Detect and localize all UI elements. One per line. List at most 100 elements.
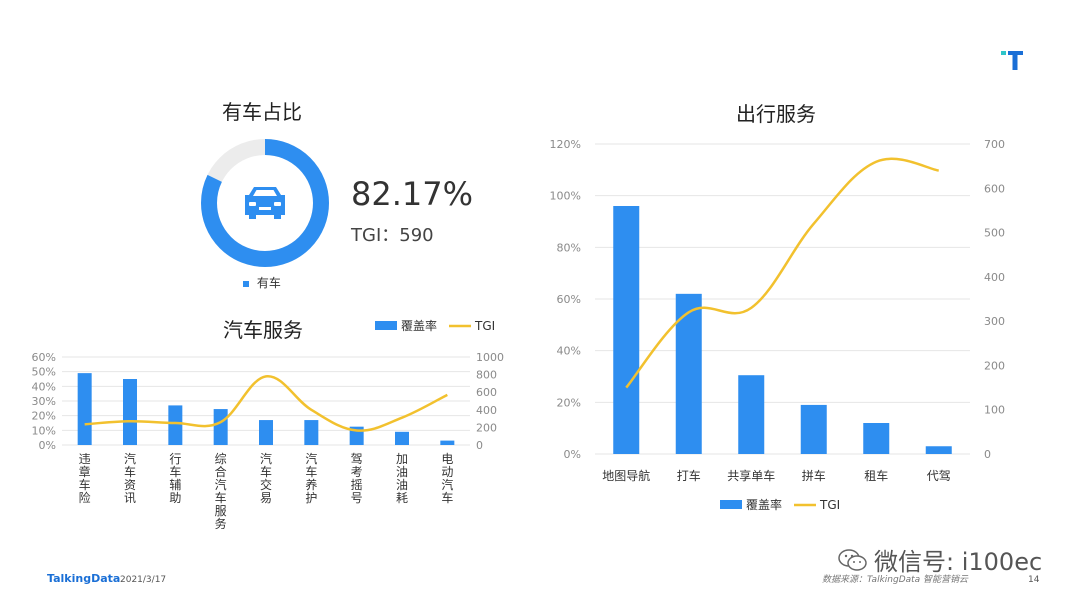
footer-source: 数据来源：TalkingData 智能营销云 (822, 575, 969, 585)
watermark: 微信号: i100ec (838, 542, 1042, 577)
category-label: 耗 (396, 491, 408, 505)
category-label: 油 (396, 465, 408, 479)
category-label: 车 (79, 477, 91, 492)
category-label: 共享单车 (727, 468, 775, 483)
right-axis-tick: 0 (476, 439, 483, 452)
coverage-bar (440, 440, 455, 445)
category-label: 资 (124, 478, 136, 492)
category-label: 汽 (260, 451, 272, 466)
car-services-title: 汽车服务 (223, 318, 303, 342)
coverage-bar (77, 373, 92, 445)
legend-bar-label: 覆盖率 (746, 497, 782, 512)
coverage-bar (738, 375, 765, 454)
legend-line-label: TGI (474, 319, 495, 333)
category-label: 车 (260, 464, 272, 479)
right-axis-tick: 800 (476, 369, 497, 382)
wechat-icon (838, 548, 867, 571)
category-label: 险 (79, 490, 91, 505)
category-label: 综 (215, 452, 227, 466)
category-label: 讯 (124, 491, 136, 505)
category-label: 地图导航 (602, 468, 650, 483)
category-label: 动 (441, 465, 453, 479)
right-axis-tick: 700 (984, 138, 1005, 151)
legend-bar-swatch (375, 321, 397, 330)
category-label: 摇 (351, 478, 363, 492)
left-axis-tick: 120% (550, 138, 581, 151)
brand-logo (1001, 48, 1023, 72)
left-axis-tick: 0% (564, 448, 581, 461)
right-axis-tick: 1000 (476, 351, 504, 364)
category-label: 拼车 (802, 468, 826, 483)
car-services-chart: 0%10%20%30%40%50%60%02004006008001000违章车… (32, 318, 504, 531)
watermark-text: 微信号: i100ec (874, 548, 1043, 576)
right-axis-tick: 600 (984, 182, 1005, 195)
right-axis-tick: 100 (984, 404, 1005, 417)
category-label: 违 (79, 452, 91, 466)
left-axis-tick: 40% (557, 345, 581, 358)
legend-bar-label: 覆盖率 (401, 318, 437, 333)
category-label: 车 (169, 464, 181, 479)
left-axis-tick: 0% (39, 439, 56, 452)
travel-services-title: 出行服务 (736, 102, 816, 126)
footer-brand: TalkingData (47, 572, 121, 585)
coverage-bar (259, 420, 273, 445)
coverage-bar (800, 404, 827, 454)
donut-value-arc (201, 139, 329, 267)
right-axis-tick: 500 (984, 227, 1005, 240)
ownership-percentage: 82.17% (351, 175, 474, 213)
category-label: 代驾 (927, 469, 951, 483)
donut-legend-label: 有车 (256, 276, 281, 290)
category-label: 车 (124, 464, 136, 479)
coverage-bar (213, 409, 228, 445)
coverage-bar (925, 446, 952, 454)
category-label: 油 (396, 478, 408, 492)
coverage-bar (863, 423, 890, 454)
legend-bar-swatch (720, 500, 742, 509)
ownership-tgi: TGI：590 (351, 225, 434, 246)
left-axis-tick: 60% (32, 351, 56, 364)
coverage-bar (395, 431, 409, 445)
left-axis-tick: 60% (557, 293, 581, 306)
category-label: 合 (215, 464, 227, 479)
category-label: 打车 (677, 468, 701, 483)
category-label: 汽 (215, 477, 227, 492)
left-axis-tick: 20% (557, 396, 581, 409)
category-label: 养 (305, 477, 317, 492)
donut-legend-swatch (243, 280, 249, 287)
right-axis-tick: 0 (984, 448, 991, 461)
category-label: 租车 (864, 468, 888, 483)
category-label: 交 (260, 477, 272, 492)
left-axis-tick: 40% (32, 380, 56, 393)
right-axis-tick: 200 (984, 359, 1005, 372)
left-axis-tick: 80% (557, 241, 581, 254)
left-axis-tick: 100% (550, 190, 581, 203)
category-label: 汽 (441, 477, 453, 492)
travel-services-chart: 0% 20% 40% 60% 80% 100% 120% 0 100 200 300 400 500 60… (550, 138, 1005, 512)
coverage-bar (123, 379, 137, 445)
category-label: 电 (441, 452, 453, 466)
legend-line-label: TGI (819, 498, 840, 512)
category-label: 号 (351, 491, 363, 505)
category-label: 章 (79, 464, 91, 479)
right-axis-tick: 400 (476, 404, 497, 417)
donut-legend: 有车 (243, 274, 281, 291)
category-label: 务 (215, 516, 227, 531)
left-axis-tick: 20% (32, 410, 56, 423)
car-icon (245, 187, 285, 219)
category-label: 服 (215, 504, 227, 518)
category-label: 车 (305, 464, 317, 479)
category-label: 车 (441, 490, 453, 505)
footer-page-number: 14 (1028, 575, 1040, 585)
footer-date: 2021/3/17 (120, 575, 167, 585)
tgi-line (625, 157, 940, 389)
donut-title: 有车占比 (222, 100, 302, 124)
right-axis-tick: 300 (984, 315, 1005, 328)
category-label: 车 (215, 490, 227, 505)
right-axis-tick: 600 (476, 386, 497, 399)
left-axis-tick: 50% (32, 366, 56, 379)
category-label: 护 (305, 491, 317, 505)
coverage-bar (304, 420, 319, 445)
coverage-bar (168, 405, 183, 445)
category-label: 汽 (124, 451, 136, 466)
right-axis-tick: 200 (476, 421, 497, 434)
